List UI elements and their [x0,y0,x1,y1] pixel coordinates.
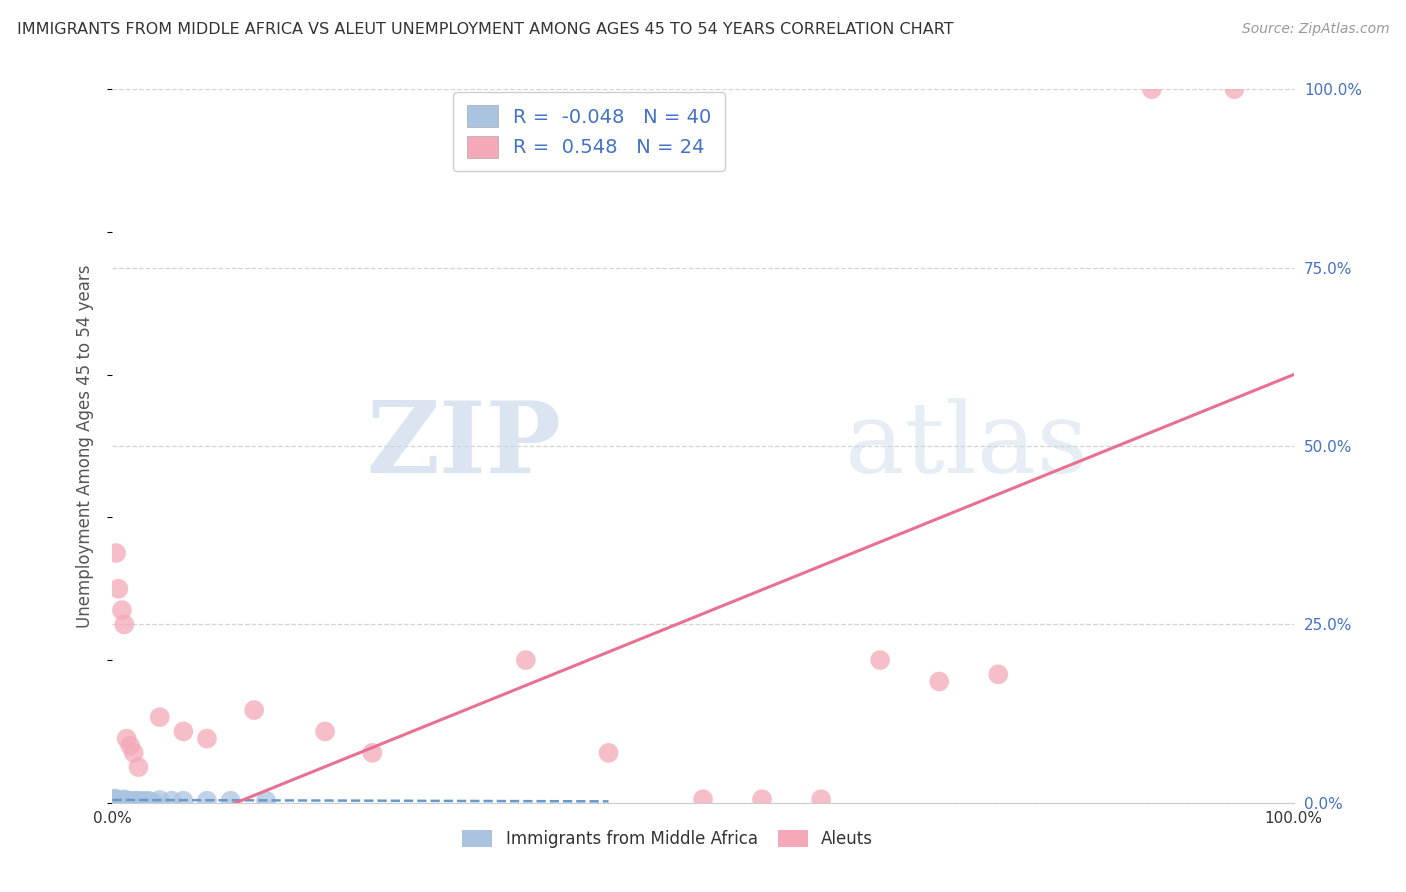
Point [108,794,131,808]
Point [105,792,128,806]
Point [107,582,129,596]
Point [111,796,134,810]
Point [928,674,950,689]
Point [314,724,336,739]
Point [243,703,266,717]
Y-axis label: Unemployment Among Ages 45 to 54 years: Unemployment Among Ages 45 to 54 years [76,264,94,628]
Point [122,796,145,810]
Point [112,794,135,808]
Point [139,794,162,808]
Point [120,739,142,753]
Point [1223,82,1246,96]
Point [149,710,172,724]
Point [105,796,128,810]
Point [101,796,124,810]
Point [987,667,1010,681]
Point [172,794,194,808]
Point [195,731,218,746]
Point [122,746,145,760]
Legend: Immigrants from Middle Africa, Aleuts: Immigrants from Middle Africa, Aleuts [456,823,880,855]
Point [120,794,142,808]
Point [195,794,218,808]
Point [120,794,142,808]
Point [110,794,132,808]
Point [131,794,153,808]
Point [112,617,135,632]
Point [142,796,165,810]
Text: ZIP: ZIP [367,398,561,494]
Point [254,794,277,808]
Text: Source: ZipAtlas.com: Source: ZipAtlas.com [1241,22,1389,37]
Text: IMMIGRANTS FROM MIDDLE AFRICA VS ALEUT UNEMPLOYMENT AMONG AGES 45 TO 54 YEARS CO: IMMIGRANTS FROM MIDDLE AFRICA VS ALEUT U… [17,22,953,37]
Point [112,792,135,806]
Point [107,794,129,808]
Point [104,796,127,810]
Text: atlas: atlas [845,398,1087,494]
Point [598,746,620,760]
Point [1140,82,1163,96]
Point [515,653,537,667]
Point [810,792,832,806]
Point [869,653,891,667]
Point [101,792,124,806]
Point [117,794,139,808]
Point [114,794,136,808]
Point [127,760,149,774]
Point [121,794,143,808]
Point [361,746,384,760]
Point [127,794,149,808]
Point [135,794,157,808]
Point [751,792,773,806]
Point [107,796,129,810]
Point [127,794,149,808]
Point [219,794,242,808]
Point [111,603,134,617]
Point [172,724,194,739]
Point [124,794,146,808]
Point [115,794,138,808]
Point [115,731,138,746]
Point [149,793,172,807]
Point [112,794,135,808]
Point [105,794,128,808]
Point [105,546,128,560]
Point [692,792,714,806]
Point [125,794,148,808]
Point [160,794,183,808]
Point [103,793,125,807]
Point [136,794,159,808]
Point [104,791,127,805]
Point [101,794,124,808]
Point [118,796,141,810]
